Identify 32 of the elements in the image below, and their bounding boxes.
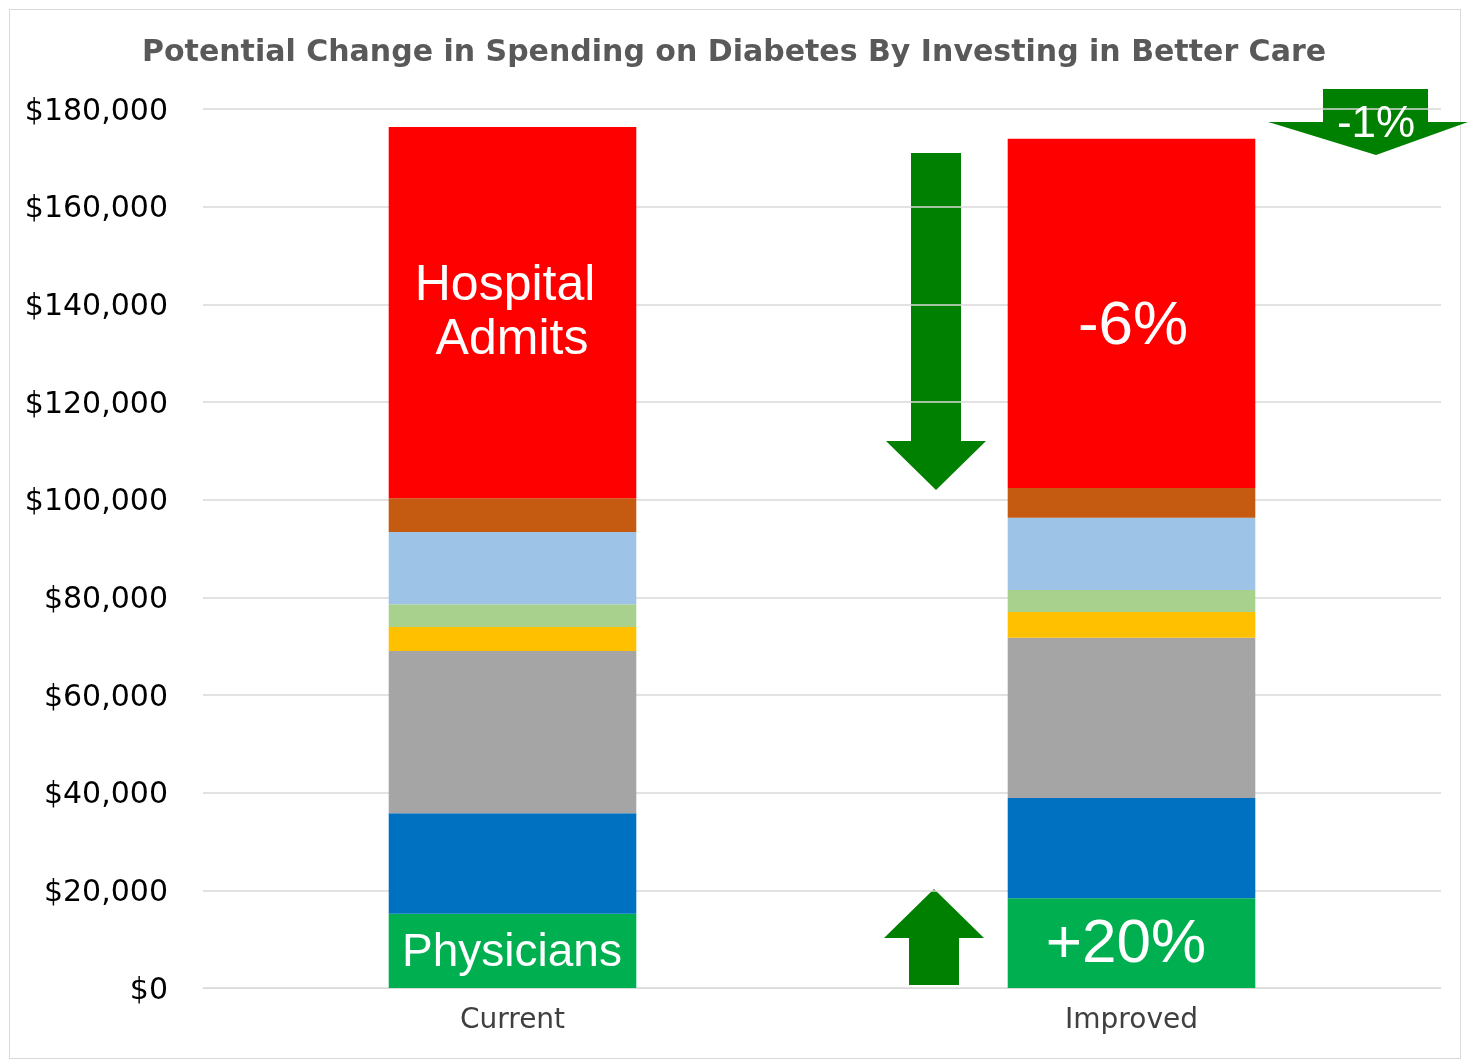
y-tick-label: $180,000 bbox=[24, 91, 168, 127]
bar bbox=[388, 604, 637, 628]
annotation: +20% bbox=[1045, 905, 1207, 975]
bar bbox=[1007, 637, 1256, 799]
y-tick-label: $160,000 bbox=[24, 189, 168, 225]
y-tick-label: $140,000 bbox=[24, 286, 168, 322]
bar bbox=[388, 531, 637, 605]
y-tick-label: $100,000 bbox=[24, 482, 168, 518]
bar bbox=[1007, 487, 1256, 518]
x-tick-label: Improved bbox=[1065, 1001, 1198, 1035]
y-tick-label: $120,000 bbox=[24, 384, 168, 420]
bar bbox=[1007, 798, 1256, 899]
bar bbox=[1007, 590, 1256, 612]
annotation: Hospital Admits bbox=[414, 255, 610, 365]
annotation: -6% bbox=[1077, 287, 1189, 357]
annotation: -1% bbox=[1336, 96, 1416, 146]
annotation: Physicians bbox=[402, 924, 622, 976]
x-tick-label: Current bbox=[459, 1001, 566, 1035]
chart-title: Potential Change in Spending on Diabetes By Investing in Better Care bbox=[141, 32, 1327, 68]
bar bbox=[1007, 517, 1256, 591]
bar bbox=[388, 651, 637, 814]
y-tick-label: $80,000 bbox=[43, 579, 168, 615]
bar bbox=[388, 498, 637, 532]
bar bbox=[388, 627, 637, 652]
y-tick-label: $60,000 bbox=[43, 677, 168, 713]
y-tick-label: $20,000 bbox=[43, 872, 168, 908]
bar bbox=[1007, 611, 1256, 638]
y-tick-label: $40,000 bbox=[43, 775, 168, 811]
bar bbox=[388, 813, 637, 914]
bar bbox=[388, 127, 637, 499]
bar bbox=[1007, 138, 1256, 488]
y-tick-label: $0 bbox=[129, 970, 168, 1006]
